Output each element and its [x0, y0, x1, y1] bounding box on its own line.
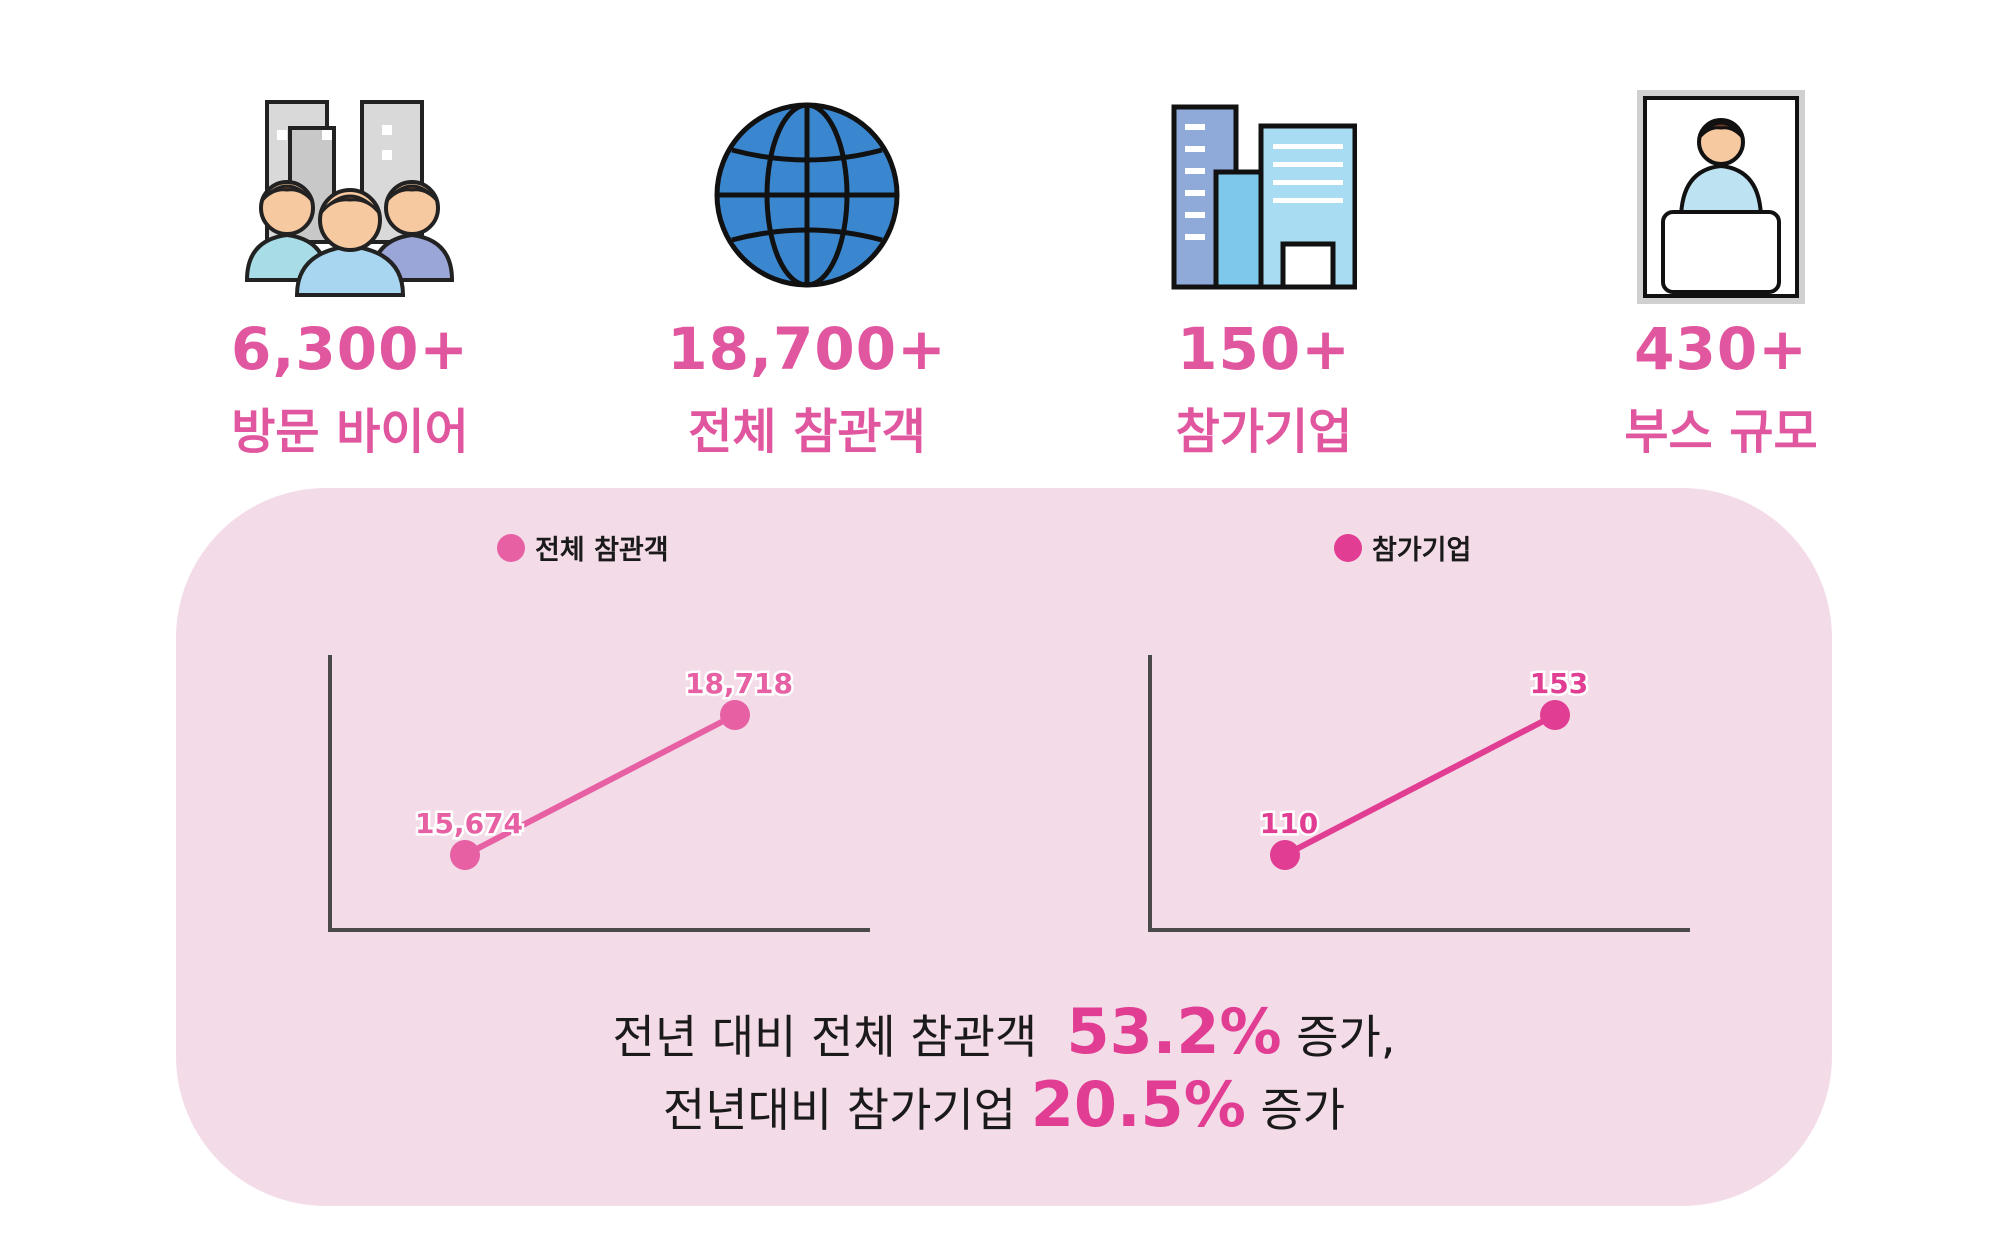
legend-total-visitors: 전체 참관객	[497, 528, 669, 567]
series-line	[463, 712, 737, 858]
data-label: 15,674	[415, 807, 523, 840]
summary-percent: 20.5%	[1030, 1068, 1246, 1141]
stat-label: 참가기업	[1175, 404, 1353, 460]
comparison-panel	[176, 488, 1832, 1206]
stat-booth-size: 430+ 부스 규모	[1531, 90, 1911, 470]
summary-line-1: 전년 대비 전체 참관객 53.2% 증가,	[176, 995, 1832, 1068]
stat-label: 부스 규모	[1624, 404, 1818, 460]
booth-person-icon	[1637, 90, 1805, 304]
stat-visiting-buyers: 6,300+ 방문 바이어	[160, 90, 540, 470]
stat-label: 방문 바이어	[231, 404, 469, 460]
chart-total-visitors: 15,674 18,718	[328, 655, 870, 932]
stat-value: 430+	[1634, 315, 1808, 383]
summary-tail: 증가	[1260, 1083, 1346, 1137]
data-label: 153	[1530, 667, 1588, 700]
buyers-group-icon	[242, 90, 458, 300]
data-point	[1540, 700, 1570, 730]
stat-exhibitors: 150+ 참가기업	[1074, 90, 1454, 470]
summary-line-2: 전년대비 참가기업 20.5% 증가	[176, 1068, 1832, 1141]
legend-dot-icon	[1334, 533, 1362, 562]
stat-total-visitors: 18,700+ 전체 참관객	[617, 90, 997, 470]
data-point	[1270, 840, 1300, 870]
legend-dot-icon	[497, 533, 525, 562]
globe-icon	[712, 100, 902, 290]
data-label: 110	[1260, 807, 1318, 840]
stat-label: 전체 참관객	[688, 404, 926, 460]
summary-tail: 증가,	[1296, 1010, 1396, 1064]
summary-text: 전년대비 참가기업	[662, 1083, 1017, 1137]
legend-label: 참가기업	[1372, 535, 1472, 566]
series-line	[1283, 712, 1557, 858]
stat-value: 150+	[1177, 315, 1351, 383]
company-building-icon	[1171, 104, 1358, 290]
data-point	[720, 700, 750, 730]
summary-percent: 53.2%	[1066, 995, 1282, 1068]
data-label: 18,718	[685, 667, 793, 700]
stat-value: 18,700+	[667, 315, 947, 383]
chart-exhibitors: 110 153	[1148, 655, 1690, 932]
legend-label: 전체 참관객	[535, 535, 669, 566]
legend-exhibitors: 참가기업	[1334, 528, 1471, 567]
stat-value: 6,300+	[230, 315, 470, 383]
summary-text: 전년 대비 전체 참관객	[612, 1010, 1038, 1064]
data-point	[450, 840, 480, 870]
